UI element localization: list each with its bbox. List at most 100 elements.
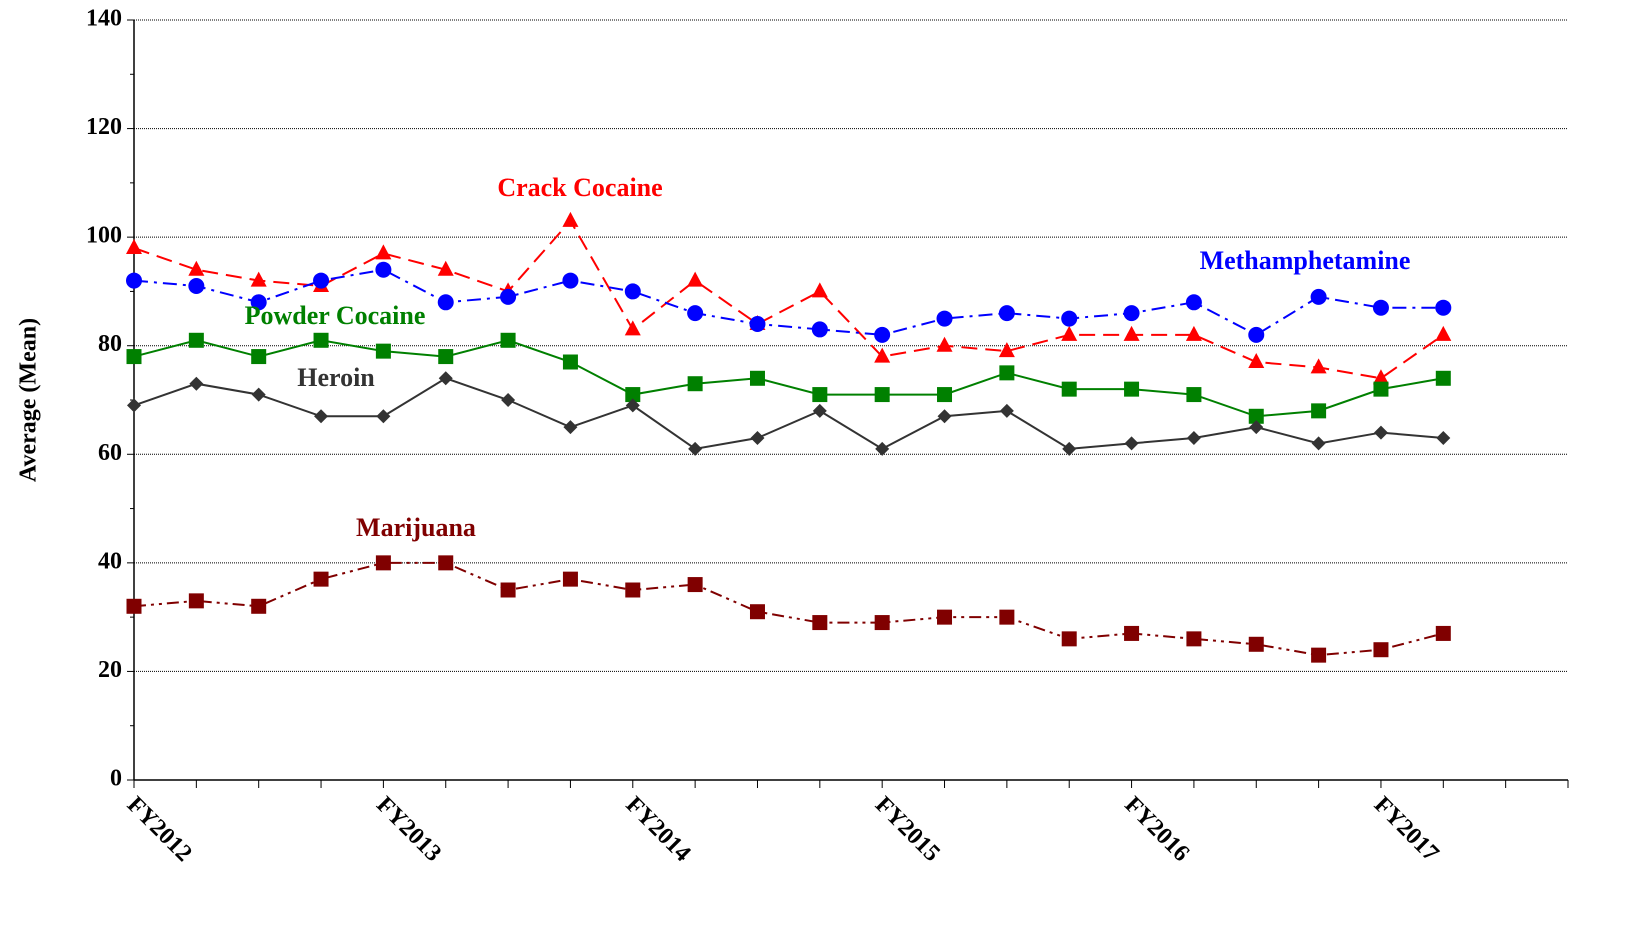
marker <box>251 349 267 365</box>
marker <box>313 571 329 587</box>
marker <box>875 441 890 456</box>
marker <box>688 441 703 456</box>
x-tick-label: FY2014 <box>621 792 696 867</box>
marker <box>188 332 204 348</box>
marker <box>1061 631 1077 647</box>
x-tick-label: FY2017 <box>1369 792 1444 867</box>
marker <box>812 403 827 418</box>
marker <box>1373 381 1389 397</box>
marker <box>624 283 641 300</box>
x-tick-label: FY2015 <box>870 792 945 867</box>
series-line <box>133 561 1444 657</box>
y-tick-label: 140 <box>86 6 122 32</box>
marker <box>999 609 1015 625</box>
marker <box>126 349 142 365</box>
marker <box>188 593 204 609</box>
marker <box>874 387 890 403</box>
y-tick-label: 0 <box>110 766 122 792</box>
marker <box>874 326 891 343</box>
marker <box>1373 642 1389 658</box>
marker <box>937 609 953 625</box>
y-tick-label: 60 <box>98 440 122 466</box>
marker <box>437 260 454 276</box>
marker <box>1249 420 1264 435</box>
marker <box>811 321 828 338</box>
series-line <box>133 268 1444 337</box>
marker <box>375 261 392 278</box>
marker <box>500 582 516 598</box>
marker <box>375 555 391 571</box>
marker <box>1123 325 1140 341</box>
marker <box>500 288 517 305</box>
marker <box>126 239 142 254</box>
marker <box>251 387 266 402</box>
marker <box>998 305 1015 322</box>
marker <box>1310 358 1327 374</box>
y-tick-label: 100 <box>86 223 122 249</box>
x-tick-label: FY2016 <box>1119 792 1194 867</box>
marker <box>1311 403 1327 419</box>
marker <box>1373 425 1388 440</box>
marker <box>1435 625 1451 641</box>
series-label: Methamphetamine <box>1200 246 1411 275</box>
marker <box>562 272 579 289</box>
marker <box>1248 636 1264 652</box>
marker <box>1124 381 1140 397</box>
marker <box>937 387 953 403</box>
marker <box>687 305 704 322</box>
y-tick-label: 20 <box>98 657 122 683</box>
x-tick-label: FY2012 <box>122 792 197 867</box>
marker <box>127 398 141 413</box>
series-label: Powder Cocaine <box>245 301 426 330</box>
y-tick-label: 40 <box>98 548 122 574</box>
marker <box>874 347 891 363</box>
marker <box>1124 436 1139 451</box>
marker <box>126 598 142 614</box>
marker <box>1061 310 1078 327</box>
marker <box>563 420 578 435</box>
series-label: Heroin <box>297 363 375 392</box>
marker <box>936 336 953 352</box>
marker <box>1185 294 1202 311</box>
marker <box>126 272 142 289</box>
marker <box>1435 370 1451 386</box>
marker <box>1186 431 1201 445</box>
marker <box>687 271 704 287</box>
marker <box>1124 625 1140 641</box>
marker <box>625 582 641 598</box>
marker <box>314 409 329 424</box>
series-line <box>133 219 1444 380</box>
marker <box>438 371 453 386</box>
marker <box>1061 325 1078 341</box>
y-axis-label: Average (Mean) <box>16 318 42 482</box>
series-line <box>133 339 1444 418</box>
marker <box>749 604 765 620</box>
marker <box>438 349 454 365</box>
marker <box>376 409 391 424</box>
marker <box>1372 369 1389 385</box>
marker <box>625 398 640 413</box>
marker <box>562 571 578 587</box>
marker <box>188 278 205 294</box>
y-tick-label: 80 <box>98 331 122 357</box>
marker <box>500 332 516 348</box>
marker <box>874 615 890 631</box>
marker <box>1061 381 1077 397</box>
marker <box>437 294 454 311</box>
series-label: Marijuana <box>356 513 476 542</box>
marker <box>251 598 267 614</box>
marker <box>687 577 703 593</box>
marker <box>812 387 828 403</box>
marker <box>749 370 765 386</box>
marker <box>1372 299 1389 316</box>
marker <box>250 271 267 287</box>
marker <box>188 260 205 276</box>
y-tick-label: 120 <box>86 114 122 140</box>
marker <box>749 316 766 332</box>
marker <box>1435 325 1452 341</box>
marker <box>687 376 703 392</box>
marker <box>625 387 641 403</box>
x-tick-label: FY2013 <box>371 792 446 867</box>
marker <box>1311 647 1327 663</box>
